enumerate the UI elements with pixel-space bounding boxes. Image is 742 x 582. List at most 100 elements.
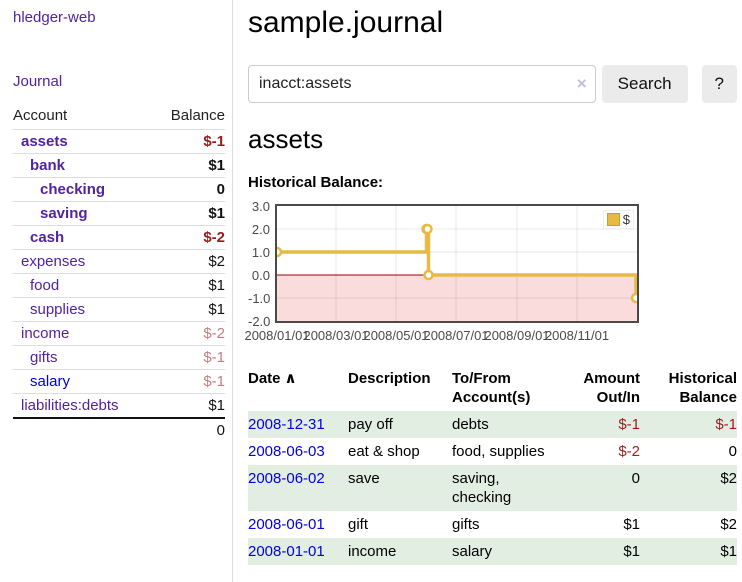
transaction-date-link[interactable]: 2008-12-31 — [248, 416, 325, 433]
transaction-amount: 0 — [631, 470, 640, 487]
sidebar-account-row: bank $1 — [13, 153, 225, 178]
sidebar-account-row: gifts $-1 — [13, 345, 225, 370]
sidebar-account-link[interactable]: gifts — [30, 349, 58, 366]
sidebar-accounts-body: assets $-1 bank $1 checking 0 saving $1 cash $-2 e… — [13, 129, 225, 419]
x-axis-tick-label: 2008/07/01 — [423, 328, 489, 343]
sidebar-account-link[interactable]: supplies — [30, 301, 86, 318]
chart-legend: $ — [602, 210, 634, 229]
register-row: 2008-06-01 gift gifts $1 $2 — [248, 511, 737, 538]
sidebar-account-balance: $1 — [208, 397, 225, 414]
transaction-accounts: food, supplies — [452, 443, 545, 460]
transaction-amount: $1 — [623, 516, 640, 533]
y-axis-tick-label: 0.0 — [251, 268, 270, 283]
sidebar-header-balance: Balance — [170, 107, 225, 124]
y-axis-tick-label: -1.0 — [248, 291, 271, 306]
transaction-date-link[interactable]: 2008-06-02 — [248, 470, 325, 487]
sidebar-account-balance: $-1 — [203, 373, 225, 390]
x-axis-tick-label: 2008/01/01 — [244, 328, 310, 343]
transaction-amount: $-1 — [618, 416, 640, 433]
transaction-accounts: gifts — [452, 516, 480, 533]
register-row: 2008-01-01 income salary $1 $1 — [248, 538, 737, 565]
sidebar: hledger-web Journal Account Balance asse… — [0, 0, 233, 582]
register-body: 2008-12-31 pay off debts $-1 $-1 2008-06-03 ea… — [248, 411, 737, 565]
transaction-date-link[interactable]: 2008-06-01 — [248, 516, 325, 533]
chart-plot-area: $ — [275, 204, 639, 323]
y-axis-tick-label: 1.0 — [251, 245, 270, 260]
sidebar-account-row: salary $-1 — [13, 369, 225, 394]
transaction-description: eat & shop — [348, 443, 420, 460]
sidebar-account-balance: $1 — [208, 205, 225, 222]
search-button[interactable]: Search — [601, 65, 688, 103]
legend-swatch-icon — [606, 213, 620, 226]
sidebar-account-row: assets $-1 — [13, 129, 225, 154]
help-button[interactable]: ? — [701, 65, 737, 103]
x-axis-tick-label: 2008/11/01 — [544, 328, 610, 343]
sidebar-account-row: supplies $1 — [13, 297, 225, 322]
legend-label: $ — [622, 212, 630, 227]
sidebar-total-row: 0 — [13, 418, 225, 442]
search-form: × Search ? — [248, 65, 737, 103]
transaction-description: income — [348, 543, 397, 560]
transaction-balance: 0 — [728, 443, 737, 460]
sidebar-total-value: 0 — [216, 422, 225, 439]
sidebar-account-balance: $1 — [208, 301, 225, 318]
transaction-balance: $2 — [720, 470, 737, 487]
sidebar-account-balance: $1 — [208, 157, 225, 174]
sidebar-account-link[interactable]: checking — [40, 181, 106, 198]
sidebar-account-row: income $-2 — [13, 321, 225, 346]
register-column-header[interactable]: Date ∧ — [248, 370, 297, 387]
register-header-row: Date ∧ Description To/From Account(s) Amount O… — [248, 367, 737, 411]
app-brand-link[interactable]: hledger-web — [13, 9, 96, 26]
sidebar-account-row: expenses $2 — [13, 249, 225, 274]
transaction-balance: $-1 — [715, 416, 737, 433]
sidebar-account-link[interactable]: income — [21, 325, 70, 342]
page-title: sample.journal — [248, 6, 444, 39]
register-table: Date ∧ Description To/From Account(s) Amount O… — [248, 367, 737, 565]
sidebar-account-link[interactable]: cash — [30, 229, 65, 246]
sidebar-account-row: saving $1 — [13, 201, 225, 226]
sort-ascending-icon: ∧ — [284, 370, 297, 387]
transaction-amount: $1 — [623, 543, 640, 560]
register-column-header[interactable]: To/From Account(s) — [452, 370, 531, 406]
y-axis-tick-label: 3.0 — [251, 199, 270, 214]
register-column-header[interactable]: Amount Out/In — [583, 370, 640, 406]
x-axis-tick-label: 2008/05/01 — [363, 328, 429, 343]
sidebar-account-balance: $2 — [208, 253, 225, 270]
clear-search-icon[interactable]: × — [576, 74, 587, 93]
sidebar-account-balance: $-1 — [203, 133, 225, 150]
x-axis-tick-label: 2008/03/01 — [303, 328, 369, 343]
sidebar-account-link[interactable]: food — [30, 277, 60, 294]
account-heading: assets — [248, 124, 324, 154]
search-input[interactable] — [248, 65, 596, 103]
transaction-balance: $1 — [720, 543, 737, 560]
sidebar-account-link[interactable]: saving — [40, 205, 88, 222]
register-column-header[interactable]: Description — [348, 370, 431, 387]
transaction-accounts: debts — [452, 416, 489, 433]
transaction-description: save — [348, 470, 380, 487]
nav-journal-link[interactable]: Journal — [13, 73, 63, 90]
sidebar-account-balance: $1 — [208, 277, 225, 294]
sidebar-account-link[interactable]: liabilities:debts — [21, 397, 119, 414]
sidebar-header-account: Account — [13, 107, 68, 124]
register-row: 2008-12-31 pay off debts $-1 $-1 — [248, 411, 737, 438]
transaction-date-link[interactable]: 2008-01-01 — [248, 543, 325, 560]
main-content: sample.journal × Search ? assets Histori… — [244, 0, 742, 565]
sidebar-account-balance: $-2 — [203, 325, 225, 342]
x-axis-tick-label: 2008/09/01 — [484, 328, 550, 343]
sidebar-account-link[interactable]: assets — [21, 133, 68, 150]
sidebar-account-balance: $-2 — [203, 229, 225, 246]
sidebar-account-link[interactable]: bank — [30, 157, 66, 174]
register-column-header[interactable]: Historical Balance — [668, 370, 737, 406]
sidebar-account-link[interactable]: salary — [30, 373, 71, 390]
sidebar-account-row: checking 0 — [13, 177, 225, 202]
sidebar-account-row: food $1 — [13, 273, 225, 298]
sidebar-account-row: cash $-2 — [13, 225, 225, 250]
sidebar-account-balance: $-1 — [203, 349, 225, 366]
transaction-accounts: salary — [452, 543, 493, 560]
sidebar-account-link[interactable]: expenses — [21, 253, 86, 270]
historical-balance-chart: $ 3.0 2.0 1.0 0.0 -1.0 -2.0 2008/01/01 2008/03/… — [244, 199, 737, 348]
sidebar-account-row: liabilities:debts $1 — [13, 393, 225, 419]
transaction-accounts: saving, checking — [452, 470, 512, 506]
transaction-date-link[interactable]: 2008-06-03 — [248, 443, 325, 460]
transaction-description: pay off — [348, 416, 393, 433]
